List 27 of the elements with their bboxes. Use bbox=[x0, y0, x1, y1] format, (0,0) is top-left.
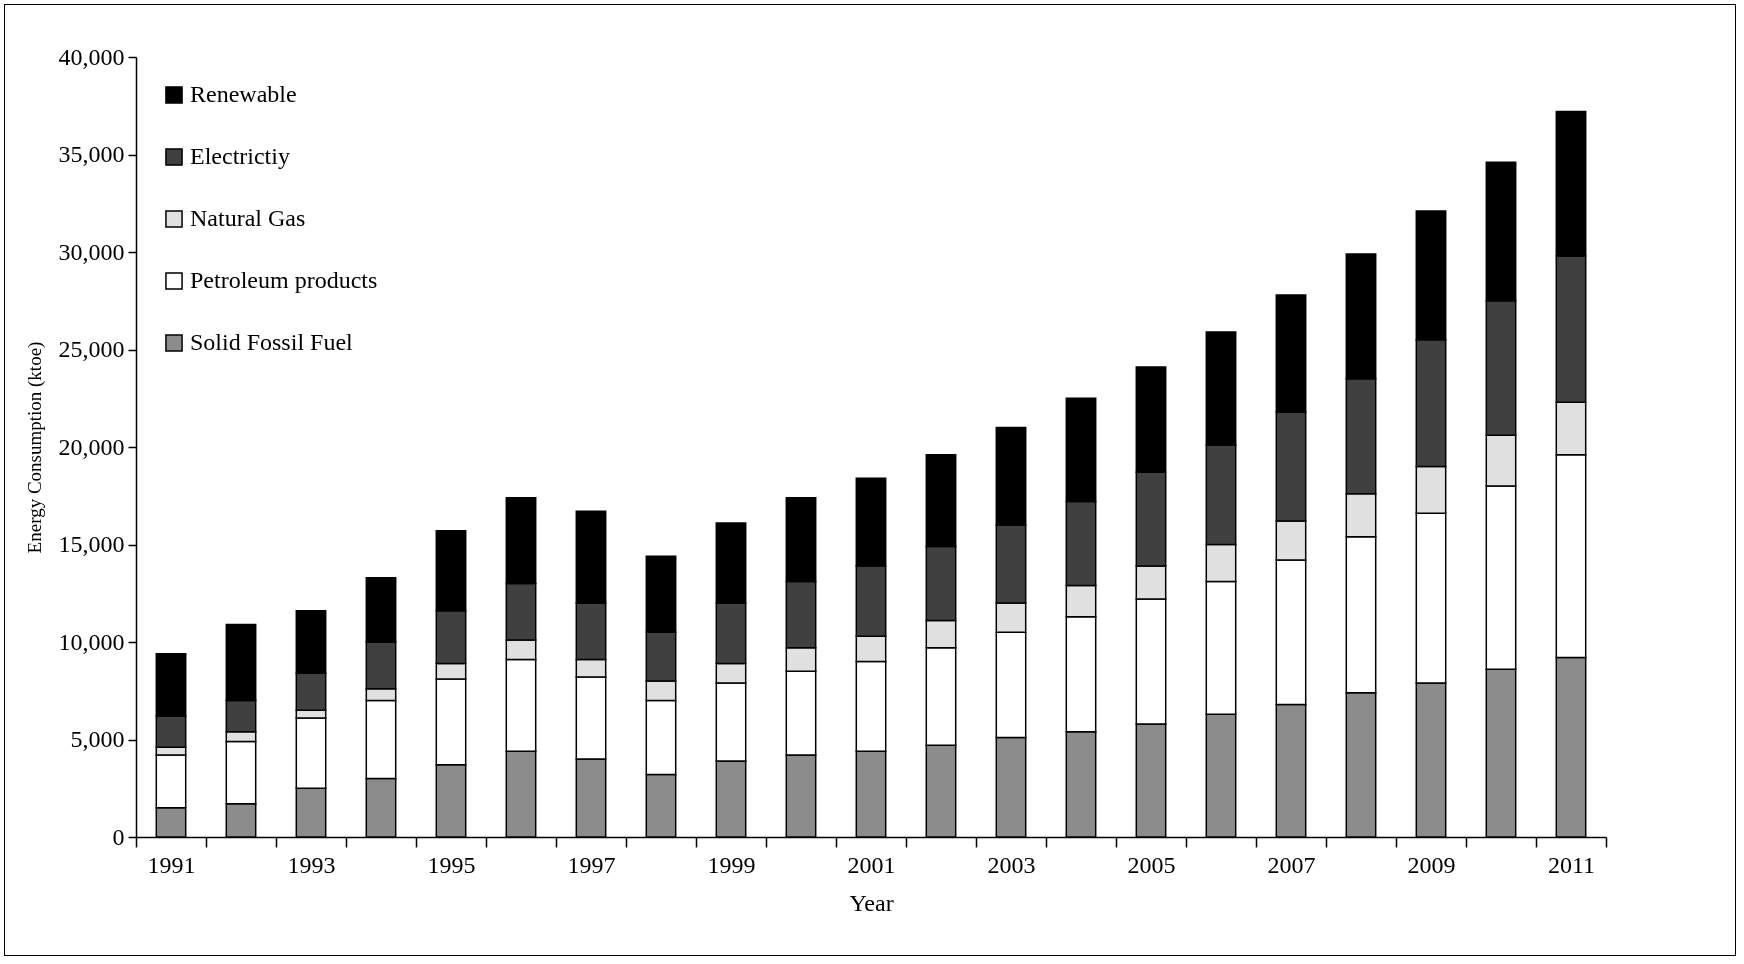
x-tick-label: 2001 bbox=[847, 851, 896, 878]
y-tick-label: 5,000 bbox=[70, 726, 125, 752]
x-tick-label: 1997 bbox=[567, 851, 616, 878]
x-tick-label: 1991 bbox=[147, 851, 196, 878]
y-tick-label: 0 bbox=[112, 823, 125, 850]
legend-label: Natural Gas bbox=[190, 205, 306, 231]
legend-label: Petroleum products bbox=[190, 267, 378, 293]
y-tick-label: 15,000 bbox=[58, 531, 125, 557]
legend-label: Solid Fossil Fuel bbox=[190, 329, 354, 355]
legend-label: Renewable bbox=[190, 81, 297, 107]
y-tick-label: 10,000 bbox=[58, 628, 125, 655]
x-tick-label: 2011 bbox=[1547, 851, 1596, 878]
y-tick-label: 30,000 bbox=[58, 238, 125, 265]
y-tick-label: 35,000 bbox=[58, 141, 125, 167]
y-tick-label: 25,000 bbox=[58, 336, 125, 362]
x-tick-label: 2003 bbox=[987, 851, 1036, 878]
x-tick-label: 2007 bbox=[1267, 851, 1316, 878]
x-tick-label: 1999 bbox=[707, 851, 756, 878]
y-axis-title: Energy Consumption (ktoe) bbox=[23, 341, 46, 554]
y-tick-label: 40,000 bbox=[58, 43, 125, 70]
y-tick-label: 20,000 bbox=[58, 433, 125, 460]
x-tick-label: 2009 bbox=[1407, 851, 1456, 878]
x-tick-label: 2005 bbox=[1127, 851, 1176, 878]
x-axis-title: Year bbox=[849, 889, 894, 916]
x-tick-label: 1995 bbox=[427, 851, 476, 878]
x-tick-label: 1993 bbox=[287, 851, 336, 878]
legend-label: Electrictiy bbox=[190, 143, 290, 169]
